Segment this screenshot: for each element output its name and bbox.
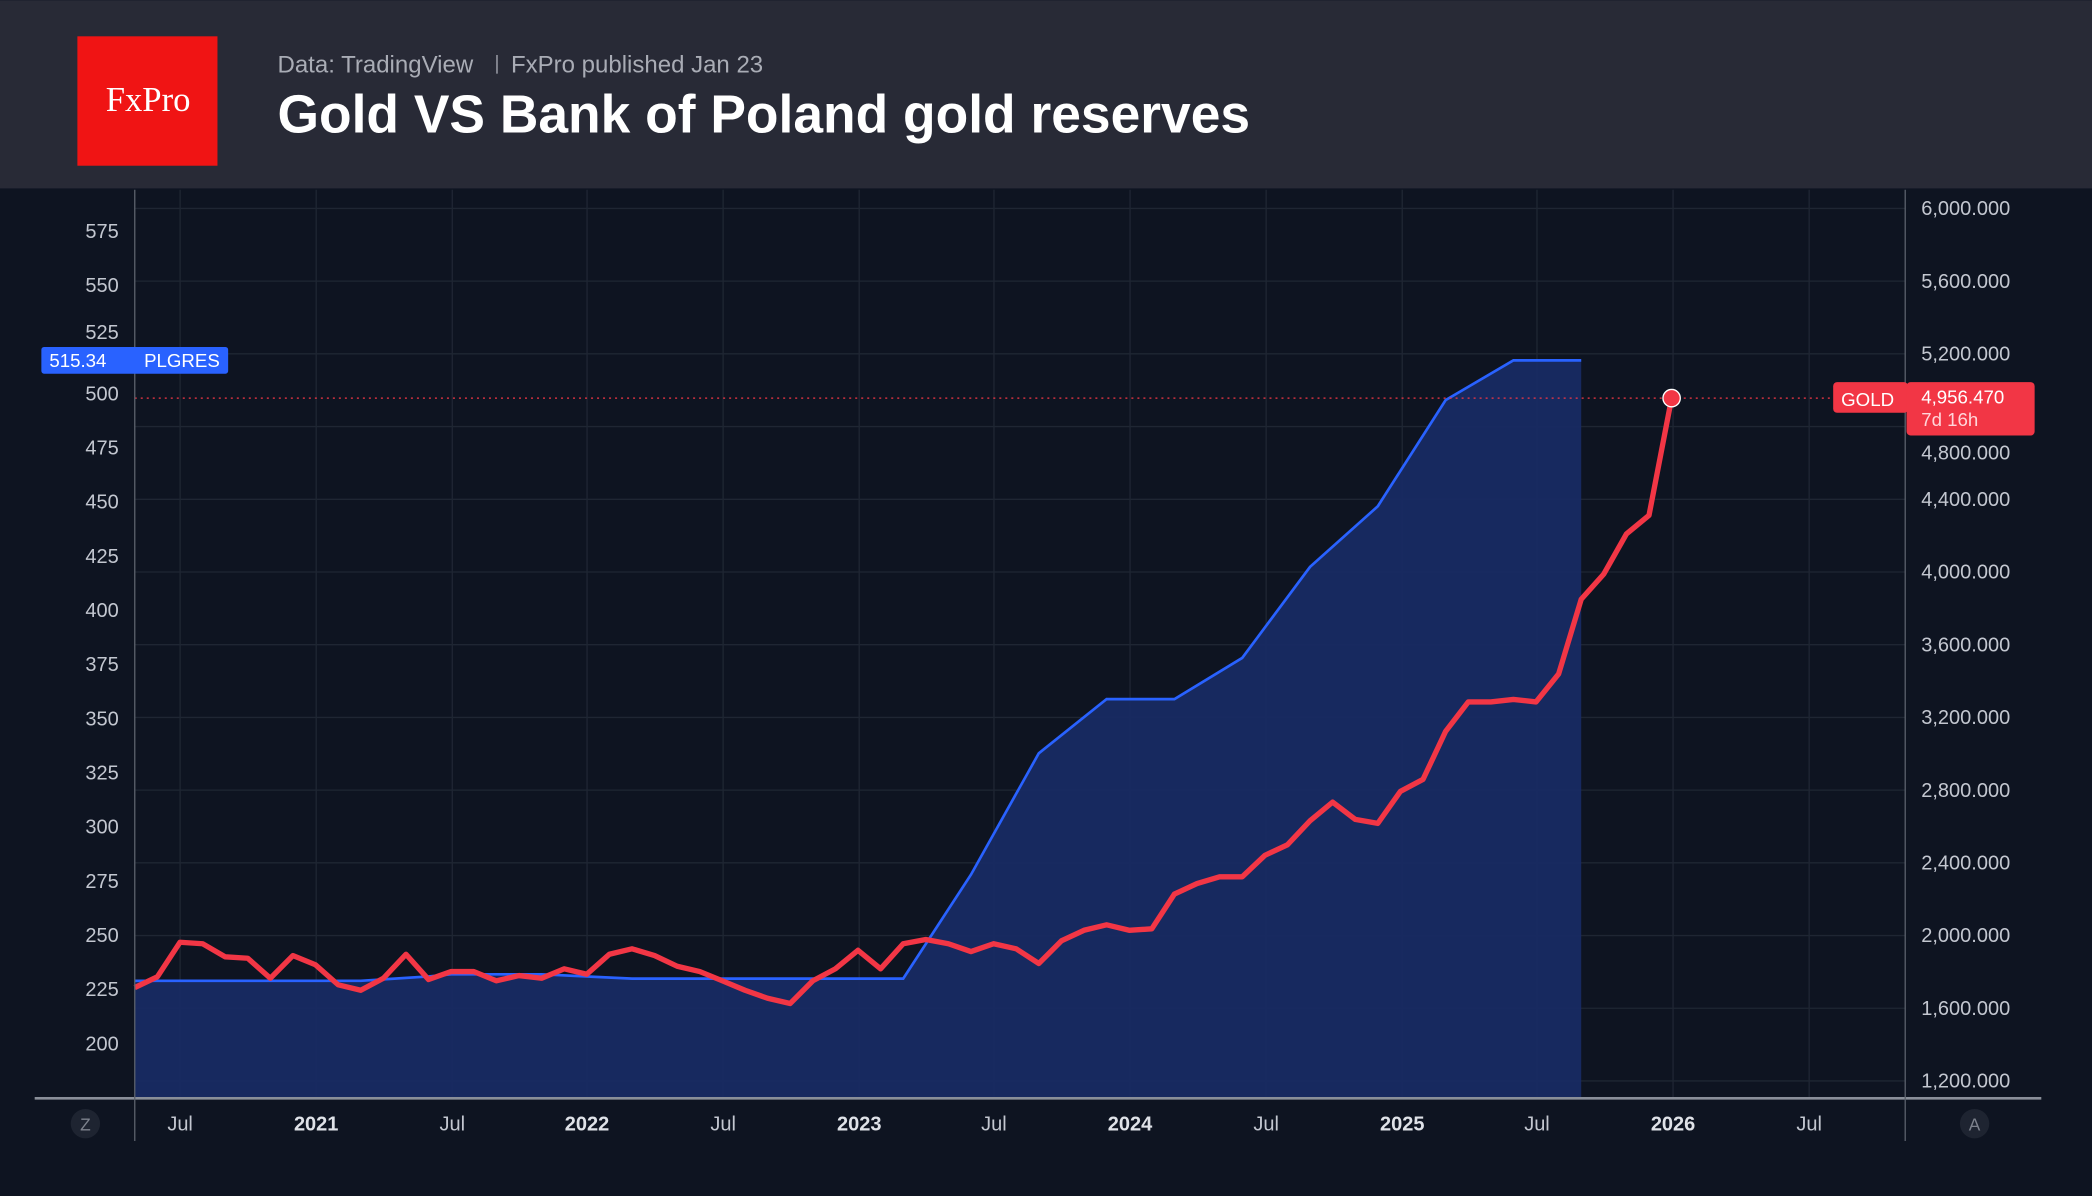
left-axis-tick: 300 — [85, 817, 118, 839]
gold-point — [1662, 388, 1681, 408]
gold-name-badge — [1833, 382, 1908, 413]
scale-buttons: Z A — [70, 1108, 1990, 1139]
right-axis-tick: 4,800.000 — [1921, 442, 2010, 464]
right-axis-tick: 6,000.000 — [1921, 198, 2010, 220]
chart-title: Gold VS Bank of Poland gold reserves — [278, 85, 1251, 144]
right-axis-tick: 3,200.000 — [1921, 707, 2010, 729]
left-axis-tick: 500 — [85, 383, 118, 405]
x-axis-tick: Jul — [981, 1113, 1007, 1135]
right-axis-tick: 4,000.000 — [1921, 562, 2010, 584]
right-axis-tick: 5,600.000 — [1921, 271, 2010, 293]
plgres-name: PLGRES — [144, 350, 220, 371]
gold-price: 4,956.470 — [1921, 386, 2004, 407]
separator — [496, 54, 498, 74]
right-scale-label[interactable]: A — [1969, 1114, 1981, 1134]
left-axis-tick: 200 — [85, 1033, 118, 1055]
left-axis-tick: 375 — [85, 654, 118, 676]
plgres-label-badge — [41, 347, 229, 374]
right-axis-tick: 1,200.000 — [1921, 1071, 2010, 1093]
right-axis-tick: 2,400.000 — [1921, 853, 2010, 875]
left-axis-tick: 325 — [85, 762, 118, 784]
x-axis-tick: Jul — [439, 1113, 465, 1135]
left-axis-tick: 350 — [85, 708, 118, 730]
left-axis-tick: 275 — [85, 871, 118, 893]
left-scale-label[interactable]: Z — [80, 1114, 91, 1134]
left-axis-tick: 575 — [85, 221, 118, 243]
x-axis-tick: 2021 — [294, 1113, 339, 1135]
gold-countdown: 7d 16h — [1921, 409, 1978, 430]
x-axis-tick: Jul — [1796, 1113, 1822, 1135]
right-axis-tick: 3,600.000 — [1921, 634, 2010, 656]
axes: 575 550 525 500 475 450 425 400 375 350 325 300 275 2… — [34, 189, 2042, 1142]
x-axis-tick: Jul — [1253, 1113, 1279, 1135]
left-axis-tick: 425 — [85, 546, 118, 568]
x-axis-tick: Jul — [167, 1113, 193, 1135]
gold-price-badge — [1906, 382, 2035, 436]
x-axis-tick: Jul — [1524, 1113, 1550, 1135]
plgres-area — [134, 360, 1582, 1099]
left-axis-tick: 400 — [85, 600, 118, 622]
left-scale-button[interactable] — [70, 1108, 101, 1139]
data-source: Data: TradingView — [278, 51, 474, 78]
plot-area — [133, 359, 1906, 1099]
right-axis-tick: 2,800.000 — [1921, 780, 2010, 802]
header-background — [0, 0, 2092, 189]
x-axis-tick: 2025 — [1380, 1113, 1425, 1135]
gold-name: GOLD — [1841, 389, 1894, 410]
left-axis-tick: 450 — [85, 492, 118, 514]
publisher: FxPro published Jan 23 — [511, 51, 763, 78]
gold-line — [133, 397, 1675, 1007]
fxpro-logo — [77, 36, 218, 166]
x-axis-tick: 2024 — [1108, 1113, 1153, 1135]
left-axis-tick: 225 — [85, 979, 118, 1001]
right-axis-tick: 2,000.000 — [1921, 925, 2010, 947]
x-axis-tick: 2026 — [1651, 1113, 1696, 1135]
x-axis-tick: 2022 — [565, 1113, 610, 1135]
left-axis-tick: 475 — [85, 437, 118, 459]
right-axis-tick: 5,200.000 — [1921, 344, 2010, 366]
right-axis-tick: 4,400.000 — [1921, 489, 2010, 511]
plgres-value: 515.34 — [49, 350, 106, 371]
header: FxPro Data: TradingView FxPro published … — [0, 0, 2092, 189]
right-axis-tick: 1,600.000 — [1921, 998, 2010, 1020]
x-axis-tick: 2023 — [837, 1113, 882, 1135]
left-axis-tick: 525 — [85, 322, 118, 344]
left-axis-tick: 550 — [85, 275, 118, 297]
right-scale-button[interactable] — [1959, 1108, 1990, 1139]
x-axis-tick: Jul — [710, 1113, 736, 1135]
left-axis-tick: 250 — [85, 925, 118, 947]
logo-text: FxPro — [106, 80, 191, 119]
